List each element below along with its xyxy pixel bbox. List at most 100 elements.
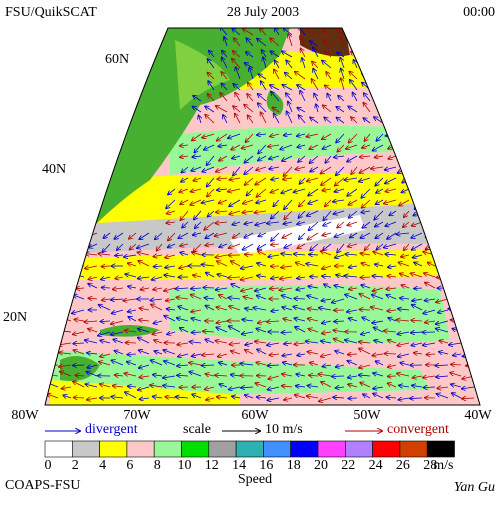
colorbar-label: 0 bbox=[45, 458, 52, 473]
colorbar-label: 20 bbox=[314, 458, 328, 473]
colorbar-swatch bbox=[127, 441, 154, 457]
wind-arrow bbox=[47, 250, 58, 255]
wind-arrow bbox=[467, 244, 474, 251]
wind-arrow bbox=[462, 254, 474, 255]
wind-arrow bbox=[443, 46, 448, 57]
wind-arrow bbox=[60, 255, 71, 257]
wind-arrow bbox=[377, 27, 383, 35]
wind-arrow bbox=[403, 62, 409, 68]
wind-arrow bbox=[400, 134, 409, 137]
wind-arrow bbox=[445, 38, 448, 46]
wind-arrow bbox=[48, 296, 58, 299]
colorbar-swatch bbox=[100, 441, 127, 457]
wind-arrow bbox=[404, 111, 409, 123]
wind-arrow bbox=[37, 244, 45, 252]
wind-arrow bbox=[415, 178, 422, 186]
colorbar-label: 16 bbox=[259, 458, 273, 473]
wind-arrow bbox=[439, 145, 448, 149]
wind-arrow bbox=[413, 39, 422, 46]
wind-arrow bbox=[443, 28, 448, 35]
wind-arrow bbox=[467, 222, 474, 230]
title: FSU/QuikSCAT bbox=[5, 5, 97, 20]
wind-arrow bbox=[441, 94, 448, 101]
wind-arrow bbox=[458, 46, 461, 57]
wind-arrow bbox=[468, 51, 474, 57]
wind-arrow bbox=[468, 156, 474, 164]
wind-arrow bbox=[441, 156, 448, 161]
wind-arrow bbox=[59, 275, 71, 277]
wind-arrow bbox=[425, 200, 435, 203]
wind-arrow bbox=[34, 252, 45, 255]
wind-arrow bbox=[102, 287, 110, 288]
wind-arrow bbox=[35, 288, 45, 291]
colorbar-swatch bbox=[72, 441, 99, 457]
wind-arrow bbox=[468, 167, 474, 174]
colorbar-swatch bbox=[263, 441, 290, 457]
wind-arrow bbox=[443, 117, 448, 123]
wind-arrow bbox=[449, 284, 461, 288]
wind-arrow bbox=[453, 233, 461, 237]
wind-arrow bbox=[398, 28, 409, 35]
wind-arrow bbox=[76, 244, 84, 250]
wind-arrow bbox=[465, 63, 474, 68]
wind-arrow bbox=[61, 288, 71, 291]
wind-arrow bbox=[427, 211, 435, 218]
wind-arrow bbox=[413, 156, 422, 162]
wind-arrow bbox=[37, 298, 45, 299]
wind-arrow bbox=[465, 332, 474, 334]
wind-arrow bbox=[429, 189, 435, 197]
colorbar-swatch bbox=[318, 441, 345, 457]
wind-arrow bbox=[45, 319, 58, 321]
wind-arrow bbox=[440, 178, 448, 182]
wind-arrow bbox=[401, 47, 409, 57]
wind-arrow bbox=[437, 189, 448, 195]
wind-arrow bbox=[469, 113, 474, 123]
lat-label: 40N bbox=[42, 162, 66, 177]
colorbar-label: 24 bbox=[369, 458, 383, 473]
wind-arrow bbox=[401, 107, 409, 112]
colorbar-label: 18 bbox=[287, 458, 301, 473]
wind-arrow bbox=[60, 261, 71, 266]
wind-arrow bbox=[463, 306, 474, 310]
wind-arrow bbox=[34, 385, 45, 387]
wind-arrow bbox=[454, 222, 461, 229]
wind-arrow bbox=[37, 353, 45, 354]
wind-arrow bbox=[464, 178, 474, 186]
wind-arrow bbox=[332, 376, 344, 377]
wind-arrow bbox=[386, 50, 396, 57]
colorbar-label: 26 bbox=[396, 458, 410, 473]
wind-arrow bbox=[440, 200, 448, 207]
map bbox=[0, 0, 500, 420]
wind-arrow bbox=[62, 296, 71, 299]
colorbar-swatch bbox=[154, 441, 181, 457]
wind-arrow bbox=[203, 287, 214, 288]
wind-arrow bbox=[464, 316, 474, 321]
wind-arrow bbox=[415, 114, 422, 123]
wind-arrow bbox=[428, 49, 435, 57]
colorbar-label: 10 bbox=[178, 458, 192, 473]
wind-arrow bbox=[33, 365, 45, 369]
wind-arrow bbox=[413, 189, 422, 197]
wind-arrow bbox=[425, 222, 435, 229]
wind-arrow bbox=[451, 94, 461, 101]
wind-arrow bbox=[454, 42, 461, 46]
wind-arrow bbox=[37, 343, 45, 345]
wind-arrow bbox=[431, 90, 435, 101]
colorbar-title: Speed bbox=[238, 472, 272, 487]
lon-label: 50W bbox=[353, 408, 381, 423]
wind-arrow bbox=[406, 37, 409, 46]
wind-arrow bbox=[465, 264, 474, 266]
wind-arrow bbox=[455, 74, 461, 79]
wind-arrow bbox=[457, 103, 461, 112]
wind-arrow bbox=[33, 276, 45, 277]
wind-arrow bbox=[455, 189, 461, 195]
wind-arrow bbox=[367, 25, 370, 35]
colorbar-label: 8 bbox=[154, 458, 161, 473]
wind-arrow bbox=[445, 70, 448, 79]
lon-label: 70W bbox=[123, 408, 151, 423]
wind-arrow bbox=[388, 62, 396, 68]
wind-arrow bbox=[455, 178, 461, 184]
wind-arrow bbox=[437, 167, 448, 170]
wind-arrow bbox=[364, 40, 370, 46]
lon-label: 60W bbox=[241, 408, 269, 423]
